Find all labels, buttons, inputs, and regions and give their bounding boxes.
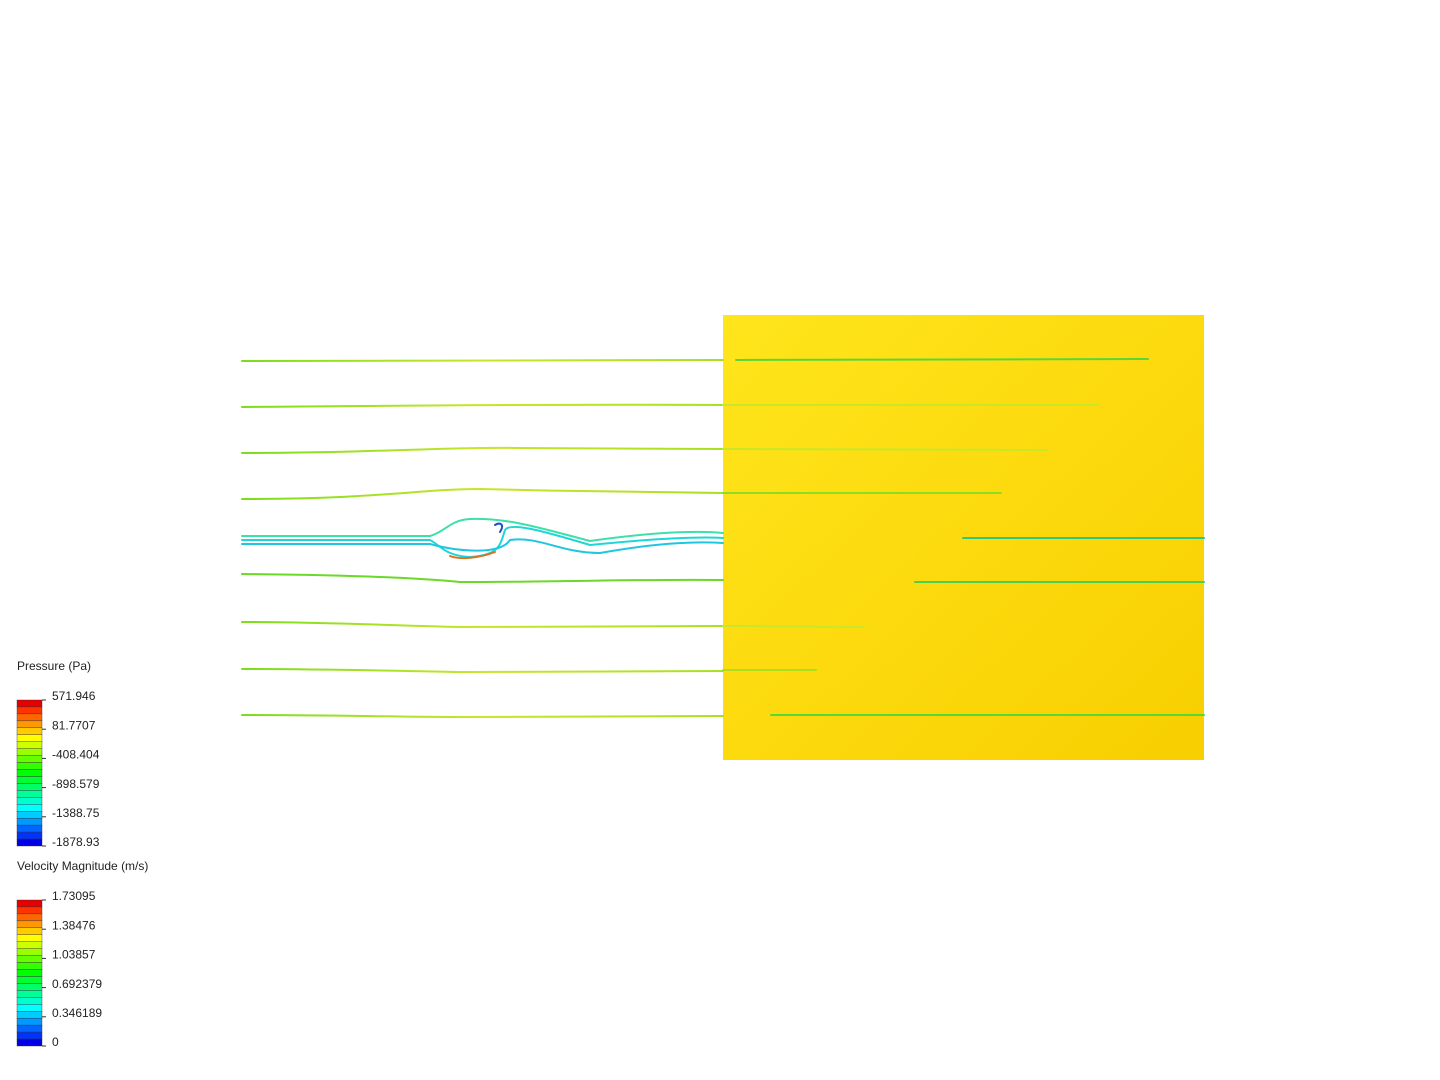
color-band [16, 699, 43, 708]
color-band [16, 817, 43, 826]
color-band [16, 769, 43, 777]
color-band [16, 762, 43, 770]
tick-label: -408.404 [52, 748, 100, 762]
color-band [16, 906, 43, 915]
tick-label: 1.73095 [52, 889, 96, 903]
color-band [16, 990, 43, 998]
tick-label: 1.03857 [52, 948, 96, 962]
color-band [16, 1024, 43, 1033]
legend-title: Pressure (Pa) [17, 659, 91, 673]
color-band [16, 838, 43, 847]
color-band [16, 983, 43, 991]
color-band [16, 734, 43, 742]
color-band [16, 727, 43, 735]
color-band [16, 811, 43, 819]
color-band [16, 955, 43, 963]
color-band [16, 783, 43, 791]
tick-label: 0.692379 [52, 977, 102, 991]
color-band [16, 899, 43, 908]
color-band [16, 976, 43, 984]
color-band [16, 797, 43, 805]
color-band [16, 706, 43, 715]
color-band [16, 948, 43, 956]
color-band [16, 962, 43, 970]
color-band [16, 969, 43, 977]
color-band [16, 1017, 43, 1026]
color-band [16, 713, 43, 722]
color-band [16, 920, 43, 929]
tick-label: 0 [52, 1035, 59, 1049]
color-band [16, 941, 43, 949]
tick-label: 81.7707 [52, 718, 96, 732]
color-band [16, 1031, 43, 1040]
color-band [16, 804, 43, 812]
tick-label: -1878.93 [52, 835, 100, 849]
tick-label: -1388.75 [52, 806, 100, 820]
color-band [16, 741, 43, 749]
color-band [16, 755, 43, 763]
color-band [16, 720, 43, 729]
tick-label: -898.579 [52, 777, 100, 791]
tick-label: 1.38476 [52, 918, 96, 932]
color-band [16, 934, 43, 942]
scene [241, 315, 1205, 760]
legends: Pressure (Pa) 571.946 81.7707 -408.404 -898.… [16, 659, 148, 1049]
color-band [16, 748, 43, 756]
color-band [16, 831, 43, 840]
color-band [16, 824, 43, 833]
color-band [16, 790, 43, 798]
color-band [16, 913, 43, 922]
legend-title: Velocity Magnitude (m/s) [17, 859, 148, 873]
color-band [16, 1038, 43, 1047]
color-band [16, 1011, 43, 1019]
color-band [16, 927, 43, 935]
tick-label: 0.346189 [52, 1006, 102, 1020]
color-band [16, 776, 43, 784]
color-band [16, 997, 43, 1005]
tick-label: 571.946 [52, 689, 96, 703]
color-band [16, 1004, 43, 1012]
